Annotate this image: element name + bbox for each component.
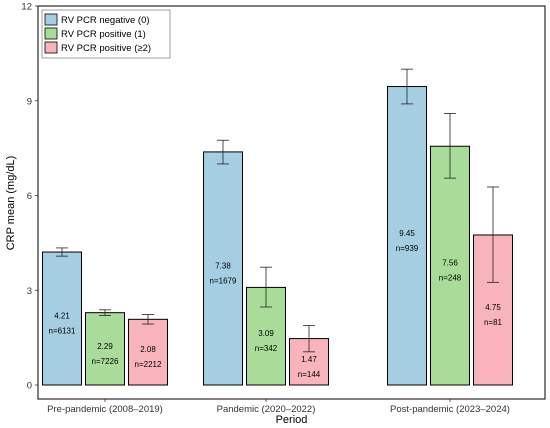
legend-label: RV PCR positive (≥2) [61, 43, 151, 54]
bar [430, 145, 470, 386]
bar-value-label: 1.47 [301, 355, 317, 364]
bar-value-label: 2.29 [97, 342, 113, 351]
bar-n-label: n=1679 [210, 276, 237, 285]
y-axis: 0 3 6 9 12 [21, 2, 38, 392]
bar-n-label: n=939 [396, 244, 419, 253]
bar-labels-layer: 4.21 n=6131 7.38 n=1679 9.45 n=939 2.29 n=7226 3… [49, 229, 503, 379]
bar-value-label: 7.56 [442, 259, 458, 268]
bar [85, 312, 125, 386]
bar [128, 318, 168, 386]
bar-value-label: 7.38 [215, 261, 231, 270]
x-tick-label: Post-pandemic (2023–2024) [390, 404, 510, 415]
legend: RV PCR negative (0) RV PCR positive (1) RV… [41, 9, 171, 59]
bar-n-label: n=248 [439, 274, 462, 283]
bar-n-label: n=2212 [135, 360, 162, 369]
bar-value-label: 4.21 [54, 312, 70, 321]
bar-n-label: n=144 [298, 370, 321, 379]
x-tick-label: Pre-pandemic (2008–2019) [47, 404, 163, 415]
bar-value-label: 9.45 [399, 229, 415, 238]
legend-swatch [44, 13, 58, 26]
y-tick-label: 0 [27, 381, 32, 392]
legend-swatch [44, 27, 58, 40]
bar-value-label: 3.09 [258, 329, 274, 338]
legend-swatch [44, 41, 58, 54]
x-axis-title: Period [276, 414, 308, 426]
legend-box [41, 9, 171, 59]
legend-label: RV PCR positive (1) [61, 29, 146, 40]
error-bars-layer [56, 68, 499, 353]
y-axis-title: CRP mean (mg/dL) [5, 156, 17, 251]
x-axis: Pre-pandemic (2008–2019) Pandemic (2020–2… [47, 399, 510, 415]
y-tick-label: 3 [27, 286, 32, 297]
bar-n-label: n=81 [484, 318, 503, 327]
bar-n-label: n=7226 [92, 357, 119, 366]
bar-value-label: 2.08 [140, 345, 156, 354]
x-tick-label: Pandemic (2020–2022) [217, 404, 316, 415]
y-tick-label: 9 [27, 96, 32, 107]
bar-n-label: n=6131 [49, 327, 76, 336]
plot-frame [37, 5, 546, 400]
bar-n-label: n=342 [255, 344, 278, 353]
bar-value-label: 4.75 [485, 303, 501, 312]
y-tick-label: 6 [27, 191, 32, 202]
bar [203, 151, 243, 386]
bars-layer [42, 86, 513, 386]
bar [246, 286, 286, 386]
legend-label: RV PCR negative (0) [61, 15, 150, 26]
y-tick-label: 12 [21, 2, 32, 13]
